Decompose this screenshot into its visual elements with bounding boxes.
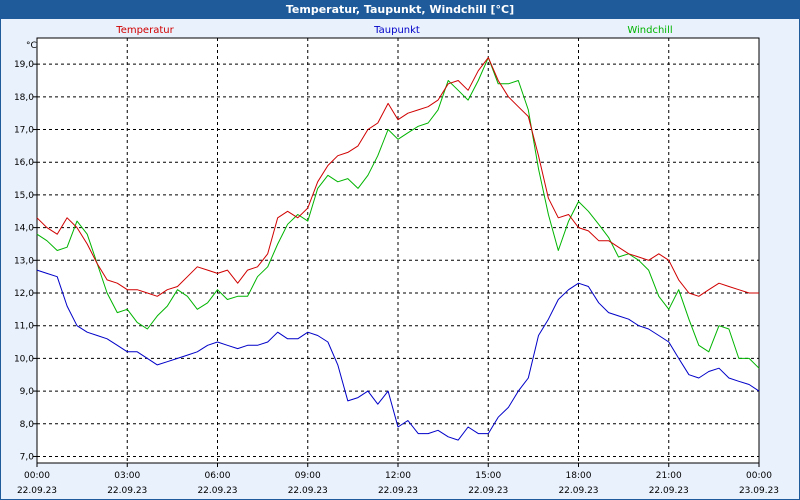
series-lines (36, 57, 760, 441)
window-title: Temperatur, Taupunkt, Windchill [°C] (1, 1, 799, 19)
y-tick-label: 7,0 (20, 452, 35, 462)
x-tick-date: 22.09.23 (378, 486, 418, 496)
grid (37, 38, 759, 463)
series-line-windchill (36, 57, 760, 369)
y-axis-unit: °C (26, 41, 37, 51)
y-tick-label: 8,0 (20, 420, 35, 430)
x-tick-time: 03:00 (114, 471, 140, 481)
x-tick-time: 09:00 (295, 471, 321, 481)
x-tick-time: 21:00 (656, 471, 682, 481)
x-tick-date: 22.09.23 (197, 486, 237, 496)
legend-taupunkt: Taupunkt (373, 25, 420, 36)
y-tick-label: 17,0 (14, 126, 34, 136)
x-tick-time: 12:00 (385, 471, 411, 481)
x-tick-date: 22.09.23 (17, 486, 57, 496)
y-tick-label: 15,0 (14, 191, 34, 201)
series-line-taupunkt (36, 269, 760, 441)
y-tick-label: 9,0 (20, 387, 35, 397)
series-line-temperatur (36, 57, 759, 297)
x-tick-date: 22.09.23 (468, 486, 508, 496)
x-tick-time: 06:00 (205, 471, 231, 481)
y-tick-label: 18,0 (14, 93, 34, 103)
x-tick-date: 22.09.23 (288, 486, 328, 496)
x-axis: 00:00 22.09.23 03:00 22.09.23 06:00 22.09.23 0… (17, 463, 779, 496)
x-tick-date: 23.09.23 (739, 486, 779, 496)
x-tick-time: 15:00 (475, 471, 501, 481)
y-tick-label: 19,0 (14, 60, 34, 70)
x-tick-time: 18:00 (566, 471, 592, 481)
y-tick-label: 12,0 (14, 289, 34, 299)
y-tick-label: 10,0 (14, 354, 34, 364)
x-tick-date: 22.09.23 (649, 486, 689, 496)
x-tick-date: 22.09.23 (558, 486, 598, 496)
y-tick-label: 13,0 (14, 256, 34, 266)
legend: Temperatur Taupunkt Windchill (115, 25, 672, 36)
y-tick-label: 11,0 (14, 322, 34, 332)
y-tick-label: 14,0 (14, 224, 34, 234)
x-tick-time: 00:00 (24, 471, 50, 481)
legend-windchill: Windchill (627, 25, 672, 36)
legend-temperatur: Temperatur (115, 25, 174, 36)
y-axis: °C 7,0 8,0 9,0 10,0 11,0 12,0 13,0 14,0 15,0 16,0 1… (14, 41, 37, 462)
y-tick-label: 16,0 (14, 158, 34, 168)
x-tick-date: 22.09.23 (107, 486, 147, 496)
x-tick-time: 00:00 (746, 471, 772, 481)
